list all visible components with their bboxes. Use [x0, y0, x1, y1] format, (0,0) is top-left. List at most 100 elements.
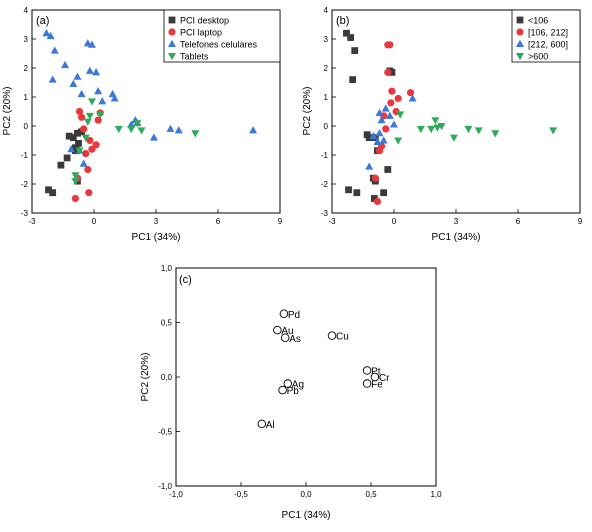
- data-point: [149, 133, 158, 141]
- data-point: [71, 172, 80, 180]
- legend-marker: [516, 28, 524, 36]
- legend-marker: [516, 53, 524, 61]
- legend-label: <106: [528, 16, 548, 26]
- data-point: [85, 112, 94, 121]
- data-point: [65, 132, 73, 140]
- data-point: [549, 127, 558, 135]
- data-point: [71, 194, 79, 203]
- x-tick-label: 0: [92, 217, 97, 226]
- data-point: [279, 309, 289, 319]
- panel-c-chart: (c) PC1 (34%) PC2 (20%) -1,0 -0,5 0,0 0,5 1,…: [140, 264, 442, 521]
- y-tick-label: 0: [324, 122, 329, 131]
- panel-c-label: (c): [179, 274, 192, 286]
- data-point: [382, 125, 390, 133]
- data-point: [83, 118, 92, 126]
- data-point: [327, 331, 337, 340]
- x-tick-label: 0: [392, 217, 397, 226]
- panel-a-label: (a): [36, 15, 49, 27]
- point-label: Ag: [292, 380, 304, 391]
- y-tick-label: 1: [24, 93, 29, 102]
- data-point: [384, 68, 392, 76]
- data-point: [369, 131, 378, 140]
- data-point: [347, 34, 354, 41]
- data-point: [110, 94, 119, 102]
- panel-a-legend: PCI desktop PCI laptop Telefones celulares…: [163, 9, 281, 63]
- legend-label: PCI laptop: [180, 28, 222, 38]
- data-point: [81, 134, 90, 142]
- data-point: [273, 325, 282, 335]
- data-point: [92, 141, 100, 149]
- data-point: [82, 149, 90, 158]
- data-point: [406, 89, 415, 97]
- y-tick-label: -3: [21, 209, 29, 218]
- panel-b-label: (b): [336, 15, 349, 27]
- data-point: [80, 125, 88, 133]
- data-point: [79, 159, 88, 167]
- data-point: [349, 76, 357, 83]
- x-tick-label: 3: [154, 217, 159, 226]
- data-point: [343, 29, 350, 37]
- x-tick-label: -0,5: [234, 490, 248, 499]
- data-point: [114, 125, 123, 134]
- panel-a-x-axis-label: PC1 (34%): [132, 232, 181, 243]
- point-label: Au: [281, 326, 293, 337]
- y-tick-label: -3: [321, 209, 329, 218]
- data-point: [387, 99, 395, 107]
- data-point: [283, 379, 293, 388]
- x-tick-label: 6: [516, 217, 521, 226]
- data-point: [42, 29, 51, 37]
- data-point: [49, 189, 57, 197]
- data-point: [375, 108, 384, 116]
- point-label: Cr: [379, 373, 390, 384]
- y-tick-label: -2: [21, 180, 29, 189]
- panel-b-points: [343, 29, 558, 205]
- x-tick-label: -3: [28, 217, 36, 226]
- panel-b-y-axis-label: PC2 (20%): [302, 87, 313, 136]
- data-point: [48, 75, 57, 83]
- data-point: [249, 126, 258, 134]
- data-point: [351, 47, 359, 54]
- data-point: [394, 94, 402, 103]
- legend-label: PCI desktop: [180, 16, 229, 26]
- data-point: [464, 125, 473, 134]
- data-point: [427, 125, 436, 134]
- y-tick-label: -1: [21, 151, 29, 160]
- legend-marker: [168, 53, 176, 61]
- x-tick-label: 1,0: [430, 490, 442, 499]
- data-point: [85, 66, 94, 74]
- point-label: As: [289, 334, 301, 345]
- data-point: [133, 120, 142, 128]
- data-point: [92, 68, 101, 76]
- data-point: [373, 197, 382, 205]
- panel-a-ticks: -3 0 3 6 9 -3 -2 -1 0 1 2 3 4: [21, 6, 283, 226]
- legend-marker: [168, 16, 176, 24]
- data-point: [94, 116, 102, 124]
- point-label: Pd: [288, 310, 300, 321]
- y-tick-label: 3: [24, 35, 29, 44]
- data-point: [449, 134, 458, 142]
- data-point: [362, 366, 372, 375]
- y-tick-label: 4: [324, 6, 329, 15]
- data-point: [385, 111, 394, 119]
- legend-marker: [168, 39, 176, 47]
- data-point: [394, 137, 403, 145]
- y-tick-label: 2: [24, 64, 29, 73]
- data-point: [74, 129, 81, 137]
- data-point: [96, 111, 105, 119]
- panel-b-legend-items: <106 [106, 212] [212, 600] >600: [516, 16, 568, 62]
- data-point: [370, 195, 378, 202]
- y-tick-label: 0: [24, 122, 29, 131]
- data-point: [380, 189, 388, 197]
- y-tick-label: 4: [24, 6, 29, 15]
- x-tick-label: 9: [278, 217, 283, 226]
- data-point: [57, 161, 65, 169]
- panel-b-ticks: -3 0 3 6 9 -3 -2 -1 0 1 2 3 4: [321, 6, 583, 226]
- panel-a-legend-box: [163, 9, 281, 63]
- data-point: [174, 126, 183, 134]
- panel-a-chart: (a) PC1 (34%) PC2 (20%) -3 0 3 6 9 -3 -2 -1 0 1 2 3…: [2, 6, 283, 243]
- data-point: [416, 125, 425, 134]
- x-tick-label: 9: [578, 217, 583, 226]
- point-label: Cu: [336, 332, 349, 343]
